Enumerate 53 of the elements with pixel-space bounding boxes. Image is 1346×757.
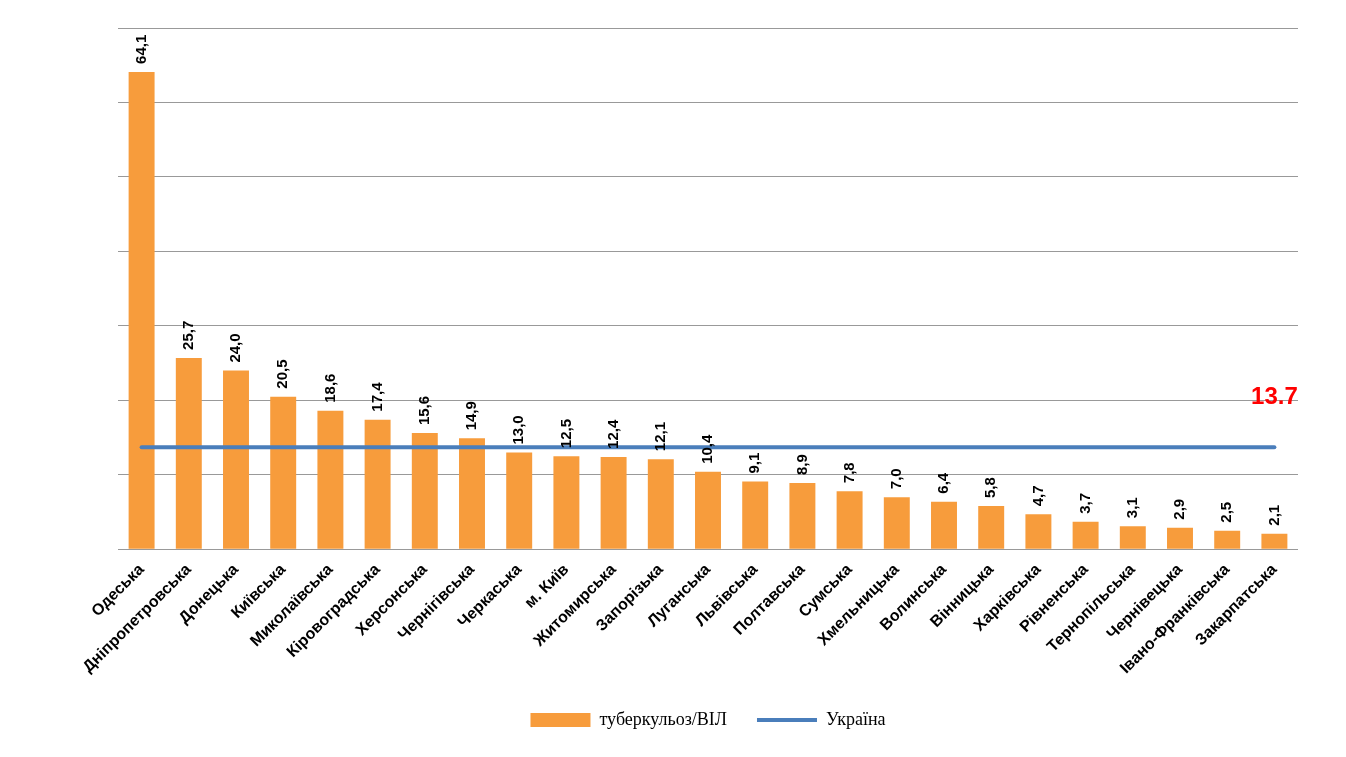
bar [978, 506, 1005, 549]
bar [364, 419, 391, 549]
data-label: 12,4 [603, 419, 621, 449]
legend-label: Україна [826, 708, 886, 729]
bar [600, 456, 627, 549]
bar [1072, 521, 1099, 549]
bar [789, 483, 816, 549]
data-label: 7,0 [886, 468, 904, 490]
data-label: 3,7 [1075, 492, 1093, 514]
data-label: 20,5 [273, 359, 291, 389]
data-label: 6,4 [934, 472, 952, 494]
data-label: 12,5 [556, 419, 574, 449]
bar [270, 396, 297, 549]
data-label: 2,5 [1217, 501, 1235, 523]
data-label: 15,6 [414, 395, 432, 426]
annotation: 13.7 [1251, 381, 1298, 409]
data-label: 25,7 [178, 320, 196, 350]
bar [411, 433, 438, 549]
bar [836, 491, 863, 549]
data-label: 12,1 [650, 421, 668, 452]
data-label: 8,9 [792, 454, 810, 476]
bar [175, 357, 202, 549]
bar [1214, 530, 1241, 549]
bar [1025, 514, 1052, 549]
data-label: 2,1 [1264, 504, 1282, 526]
bar [459, 438, 485, 549]
legend-label: туберкульоз/ВІЛ [599, 708, 727, 729]
data-label: 5,8 [981, 477, 999, 499]
data-label: 4,7 [1028, 485, 1046, 507]
bar [506, 452, 533, 549]
bar [1119, 526, 1146, 549]
bar [647, 459, 674, 549]
data-label: 2,9 [1170, 498, 1188, 520]
data-label: 64,1 [131, 34, 149, 64]
data-label: 14,9 [462, 401, 480, 431]
bar [695, 471, 721, 549]
bar [317, 410, 344, 549]
data-label: 9,1 [745, 452, 763, 474]
bar [931, 501, 957, 549]
bar [223, 370, 249, 549]
data-label: 7,8 [839, 462, 857, 484]
bar [1167, 527, 1193, 549]
data-label: 17,4 [367, 381, 385, 412]
data-label: 24,0 [226, 333, 244, 363]
bar [128, 71, 155, 549]
data-label: 13,0 [509, 415, 527, 445]
data-label: 3,1 [1122, 497, 1140, 519]
data-label: 18,6 [320, 373, 338, 403]
bar [553, 456, 580, 549]
data-label: 10,4 [698, 433, 716, 464]
bar [883, 497, 910, 549]
bar [742, 481, 769, 549]
bar [1261, 533, 1288, 549]
